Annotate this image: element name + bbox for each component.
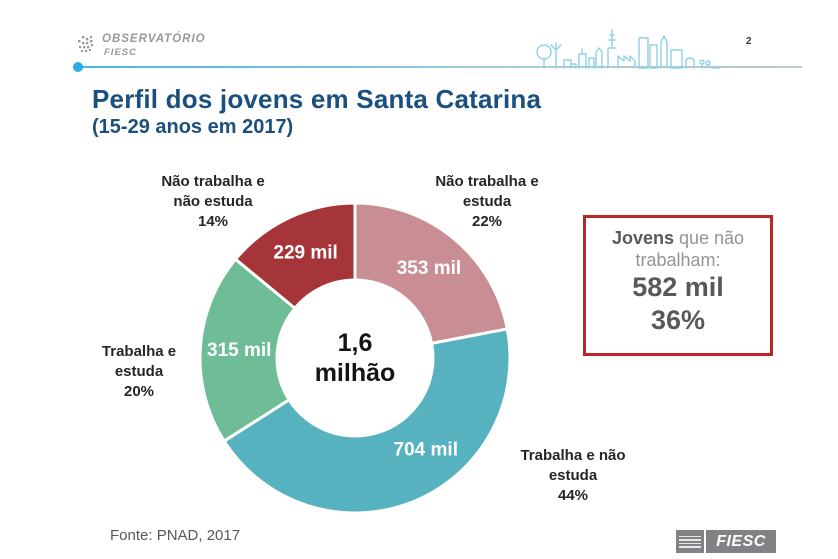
slice-value-label: 353 mil [397,258,461,279]
callout-percent: 36% [650,305,706,335]
donut-slice [222,327,512,515]
chart-center-label: 1,6 milhão [275,316,435,400]
divider-dot [73,62,83,72]
slice-label: Trabalha e estuda 20% [101,343,177,400]
slide-title: Perfil dos jovens em Santa Catarina [92,84,542,114]
logo-text-fiesc: FIESC [104,46,137,58]
slice-label: Não trabalha e estuda 22% [435,173,539,230]
center-label-value: 1,6 [337,328,373,357]
center-label-unit: milhão [314,359,396,387]
callout-lead-bold: Jovens [611,228,674,248]
observatorio-logo-icon [78,36,94,53]
donut-svg: 353 mil 704 mil 315 mil 229 mil [198,201,512,515]
fiesc-logo: FIESC [676,530,776,553]
callout-box: Jovens que não trabalham: 582 mil 36% [583,215,773,356]
slice-value-label: 229 mil [273,243,337,264]
slice-value-label: 315 mil [207,340,271,361]
donut-chart: 353 mil 704 mil 315 mil 229 mil [195,198,515,518]
donut-slice [198,257,297,443]
donut-slice [234,201,357,310]
observatorio-fiesc-logo: OBSERVATÓRIO FIESC [76,33,206,58]
logo-text-observatorio: OBSERVATÓRIO [102,33,206,45]
city-skyline-graphic [536,29,721,69]
donut-slice [353,201,509,345]
fiesc-logo-emblem [676,530,704,553]
header-divider [79,66,802,68]
callout-value: 582 mil [632,272,724,302]
slice-label: Trabalha e não estuda 44% [520,447,626,504]
slice-label: Não trabalha e não estuda 14% [161,173,265,230]
slice-value-label: 704 mil [394,439,458,460]
slide-subtitle: (15-29 anos em 2017) [92,116,294,138]
callout-lead-rest: que não [673,228,745,248]
source-note: Fonte: PNAD, 2017 [110,527,241,544]
page-number: 2 [746,36,752,47]
fiesc-logo-text: FIESC [706,530,776,553]
callout-line1: Jovens que não [586,227,770,249]
callout-line2: trabalham: [635,250,721,270]
